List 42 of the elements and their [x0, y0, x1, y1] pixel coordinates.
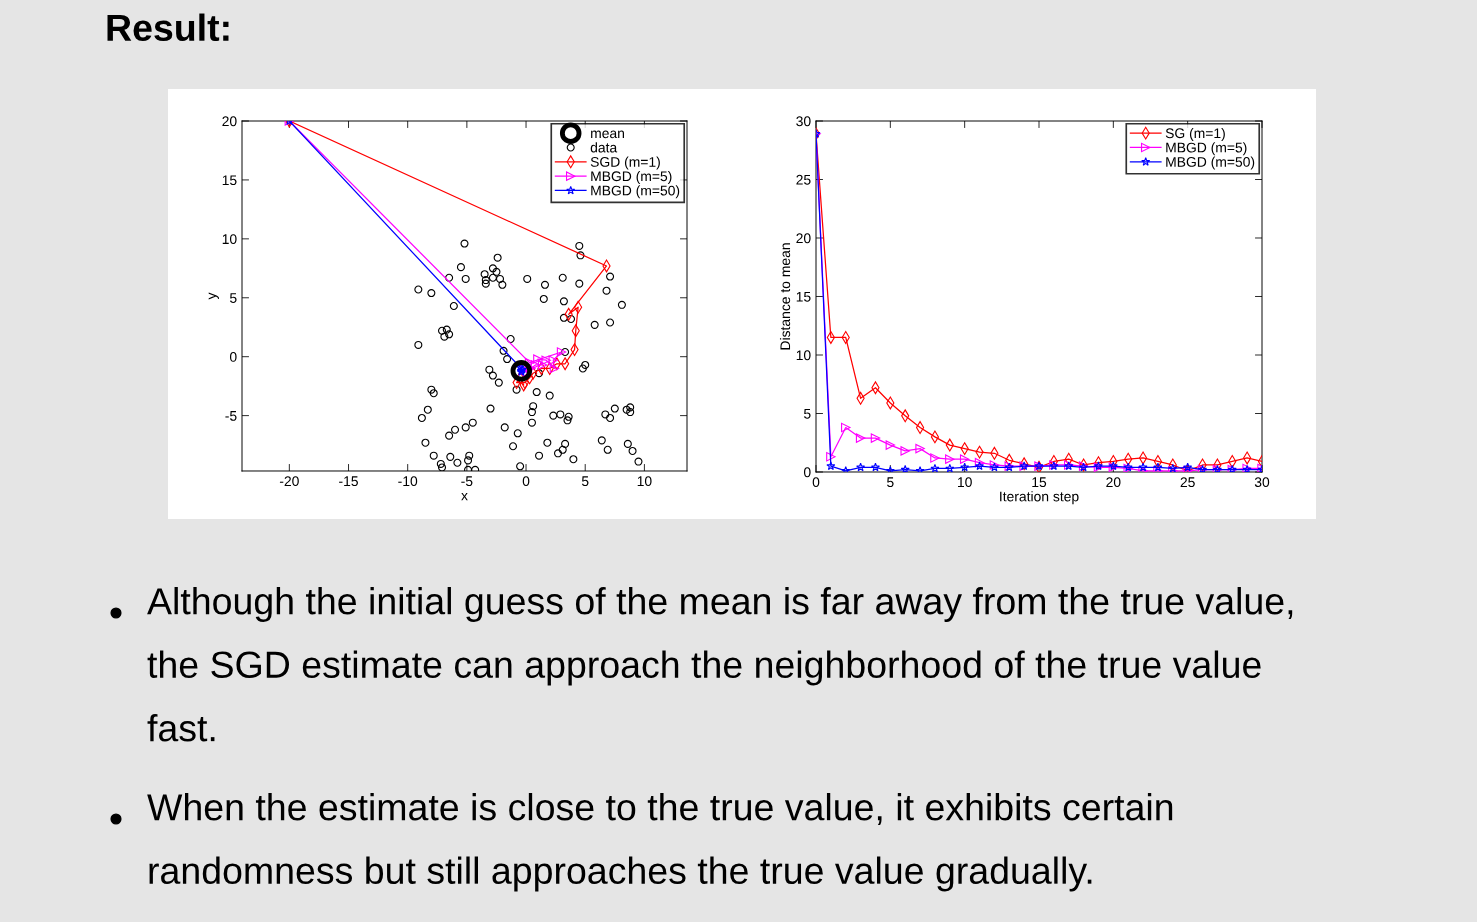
y-tick-label: 15	[222, 175, 237, 186]
y-tick-label: 25	[796, 174, 811, 185]
y-tick-label: 5	[803, 408, 811, 419]
x-tick-label: -10	[398, 476, 418, 487]
y-tick-label: 30	[796, 116, 811, 127]
x-tick-label: -20	[279, 476, 299, 487]
legend-label: SG (m=1)	[1165, 127, 1225, 141]
x-tick-label: 15	[1032, 477, 1047, 488]
x-axis-title: x	[461, 492, 468, 501]
y-tick-label: 10	[222, 234, 237, 245]
x-tick-label: 20	[1106, 477, 1121, 488]
y-tick-label: 0	[803, 467, 811, 478]
y-tick-label: 15	[796, 291, 811, 302]
y-tick-label: -5	[225, 411, 237, 421]
y-tick-label: 20	[222, 116, 237, 127]
y-tick-label: 20	[796, 233, 811, 244]
y-tick-label: 10	[796, 350, 811, 361]
legend-label: MBGD (m=5)	[591, 170, 672, 184]
x-tick-label: -15	[339, 476, 358, 487]
text: Although the initial guess of the mean is far away from the true value, the SGD estimate can approach the neighborhood of the true value fast.	[147, 587, 1293, 742]
x-tick-label: 10	[637, 476, 652, 487]
y-tick-label: 5	[229, 293, 237, 303]
x-tick-label: 30	[1254, 477, 1270, 488]
legend-label: data	[590, 142, 618, 153]
text: When the estimate is close to the true value, it exhibits certain randomness but still approaches the true value gradually.	[147, 793, 1173, 892]
x-tick-label: 5	[887, 477, 894, 488]
x-tick-label: -5	[461, 476, 473, 487]
x-tick-label: 0	[522, 476, 530, 487]
legend-label: MBGD (m=5)	[1166, 142, 1247, 156]
x-tick-label: 5	[581, 476, 589, 487]
legend-label: SGD (m=1)	[590, 156, 660, 170]
x-axis-title: Iteration step	[1000, 491, 1079, 505]
x-tick-label: 0	[812, 477, 820, 488]
chart-title: Result:	[107, 13, 229, 42]
legend-label: MBGD (m=50)	[1166, 156, 1255, 170]
y-axis-title: y	[208, 292, 219, 300]
y-tick-label: 0	[229, 352, 237, 362]
legend-label: MBGD (m=50)	[591, 185, 680, 199]
x-tick-label: 25	[1180, 477, 1195, 488]
x-tick-label: 10	[958, 477, 972, 488]
y-axis-title: Distance to mean	[779, 243, 791, 350]
legend-label: mean	[591, 130, 624, 139]
